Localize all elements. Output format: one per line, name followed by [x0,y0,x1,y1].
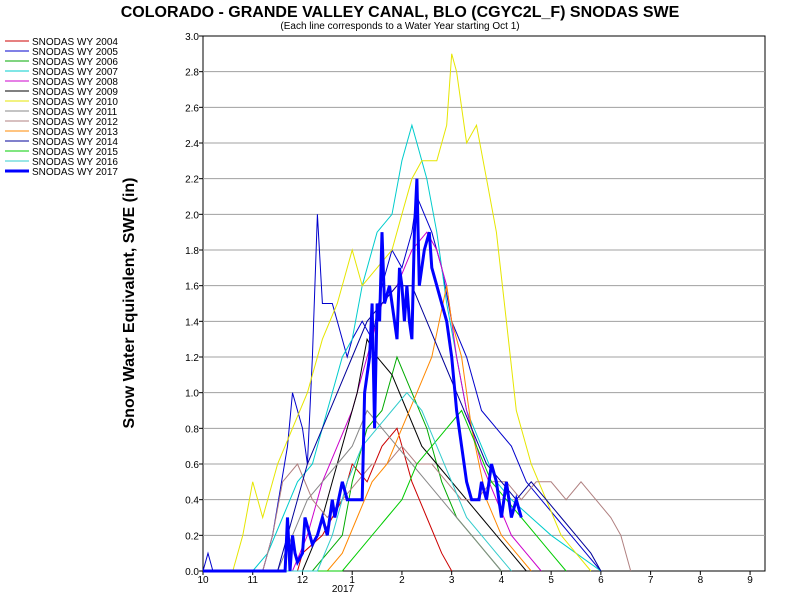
y-tick-label: 2.2 [185,175,199,186]
series-line [203,409,502,572]
y-tick-label: 1.4 [185,317,199,328]
x-tick-label: 8 [698,575,704,586]
y-axis-ticks: 0.0 0.2 0.4 0.6 0.8 1.0 1.2 1.4 1.6 1.8 2.0 2.2 2.4 2… [185,32,203,578]
legend-label: SNODAS WY 2008 [32,77,118,88]
legend-label: SNODAS WY 2006 [32,57,118,68]
year-label: 2017 [332,584,355,595]
chart-subtitle: (Each line corresponds to a Water Year s… [280,21,519,32]
chart-title: COLORADO - GRANDE VALLEY CANAL, BLO (CGY… [121,4,680,21]
x-tick-label: 5 [548,575,554,586]
series-line [203,53,592,572]
x-axis-ticks: 10 11 12 1 2 3 4 5 6 7 8 9 [197,571,753,586]
y-tick-label: 0.0 [185,567,199,578]
y-tick-label: 3.0 [185,32,199,43]
series-line [203,285,602,572]
series-line [203,409,567,572]
legend-label: SNODAS WY 2014 [32,137,118,148]
y-tick-label: 2.8 [185,68,199,79]
x-tick-label: 6 [598,575,604,586]
y-tick-label: 0.8 [185,424,199,435]
y-tick-label: 1.8 [185,246,199,257]
x-tick-label: 12 [297,575,309,586]
grid-lines [203,71,765,536]
y-tick-label: 0.2 [185,531,199,542]
series-line [203,337,527,572]
x-tick-label: 7 [648,575,654,586]
y-tick-label: 0.6 [185,460,199,471]
y-tick-label: 1.6 [185,282,199,293]
legend-label: SNODAS WY 2012 [32,117,118,128]
legend-label: SNODAS WY 2013 [32,127,118,138]
x-tick-label: 2 [399,575,405,586]
legend-label: SNODAS WY 2005 [32,47,118,58]
series-line [203,285,532,572]
x-tick-label: 4 [499,575,505,586]
x-tick-label: 9 [747,575,753,586]
legend-label: SNODAS WY 2015 [32,147,118,158]
y-tick-label: 2.0 [185,210,199,221]
series-line [203,391,512,572]
legend-label: SNODAS WY 2007 [32,67,118,78]
x-tick-label: 10 [197,575,209,586]
y-tick-label: 0.4 [185,496,199,507]
legend-label: SNODAS WY 2009 [32,87,118,98]
x-tick-label: 3 [449,575,455,586]
y-tick-label: 2.4 [185,139,199,150]
series-line [203,178,523,573]
legend-label: SNODAS WY 2010 [32,97,118,108]
x-tick-label: 1 [349,575,355,586]
legend-label: SNODAS WY 2004 [32,37,118,48]
legend-label: SNODAS WY 2017 [32,167,118,178]
legend-label: SNODAS WY 2011 [32,107,118,118]
series-group [202,53,632,573]
plot-area [202,35,766,572]
series-line [203,445,632,572]
y-tick-label: 1.0 [185,389,199,400]
x-tick-label: 11 [248,575,259,586]
y-tick-label: 2.6 [185,103,199,114]
legend-label: SNODAS WY 2016 [32,157,118,168]
y-tick-label: 1.2 [185,353,199,364]
y-axis-label: Snow Water Equivalent, SWE (in) [121,178,138,429]
